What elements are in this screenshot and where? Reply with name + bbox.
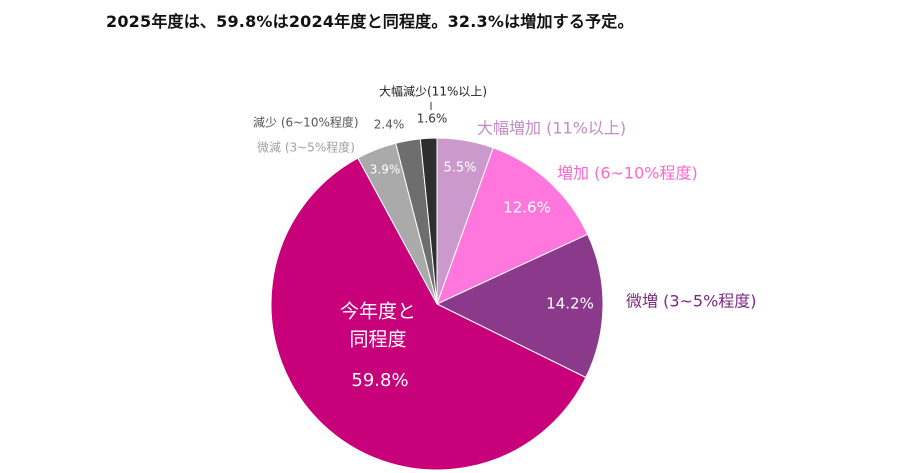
slice-name-label-5: 微減 (3~5%程度) <box>257 140 355 155</box>
slice-name-label-4-line-2: 同程度 <box>349 329 406 351</box>
pie-slice-2 <box>436 147 589 305</box>
slice-name-label-7: 大幅減少(11%以上) <box>379 84 487 99</box>
slice-value-label-3: 14.2% <box>546 295 594 313</box>
slice-name-label-4-line-1: 今年度と <box>340 301 416 323</box>
slice-value-label-6: 2.4% <box>374 118 405 132</box>
slice-value-label-5: 3.9% <box>370 163 401 177</box>
slice-value-label-1: 5.5% <box>443 161 476 176</box>
pie-slice-7 <box>419 137 438 305</box>
chart-title: 2025年度は、59.8%は2024年度と同程度。32.3%は増加する予定。 <box>106 12 634 31</box>
slice-value-label-7: 1.6% <box>417 112 448 126</box>
slice-value-label-2: 12.6% <box>503 199 551 217</box>
slice-value-label-4: 59.8% <box>351 370 408 391</box>
slice-name-label-2: 増加 (6~10%程度) <box>557 164 698 183</box>
slice-name-label-1: 大幅増加 (11%以上) <box>477 119 626 138</box>
slice-name-label-6: 減少 (6~10%程度) <box>253 115 359 130</box>
pie-slice-4 <box>270 157 587 471</box>
pie-slice-3 <box>435 233 604 379</box>
slice-name-label-3: 微増 (3~5%程度) <box>626 292 757 311</box>
